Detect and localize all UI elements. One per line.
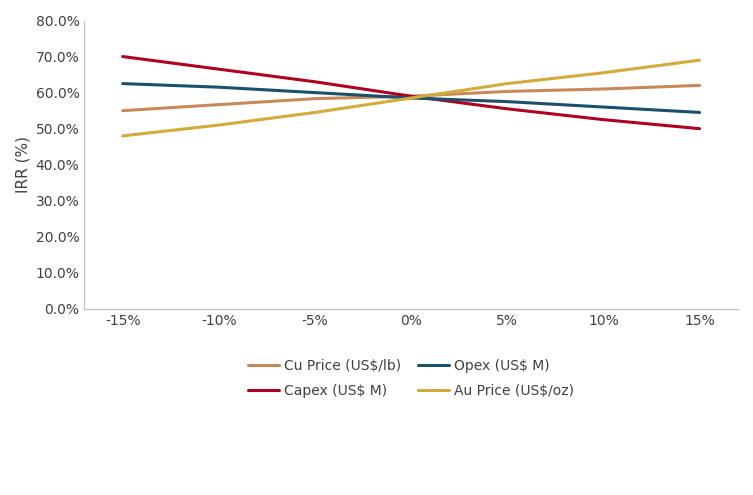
Capex (US$ M) — [310, 79, 319, 85]
Line: Opex (US$ M): Opex (US$ M) — [123, 84, 700, 112]
Capex (US$ M) — [599, 117, 608, 123]
Cu Price (US$/lb) — [310, 96, 319, 101]
Opex (US$ M) — [118, 81, 127, 87]
Opex (US$ M) — [407, 95, 416, 101]
Opex (US$ M) — [599, 104, 608, 110]
Au Price (US$/oz) — [695, 57, 704, 63]
Au Price (US$/oz) — [118, 133, 127, 139]
Line: Capex (US$ M): Capex (US$ M) — [123, 56, 700, 129]
Cu Price (US$/lb) — [503, 89, 512, 95]
Au Price (US$/oz) — [599, 70, 608, 76]
Cu Price (US$/lb) — [695, 83, 704, 89]
Line: Au Price (US$/oz): Au Price (US$/oz) — [123, 60, 700, 136]
Opex (US$ M) — [215, 84, 224, 90]
Opex (US$ M) — [310, 90, 319, 96]
Capex (US$ M) — [215, 66, 224, 72]
Capex (US$ M) — [118, 53, 127, 59]
Capex (US$ M) — [503, 106, 512, 112]
Au Price (US$/oz) — [503, 81, 512, 87]
Opex (US$ M) — [695, 109, 704, 115]
Opex (US$ M) — [503, 99, 512, 104]
Au Price (US$/oz) — [215, 122, 224, 128]
Cu Price (US$/lb) — [215, 101, 224, 107]
Capex (US$ M) — [407, 93, 416, 99]
Au Price (US$/oz) — [407, 95, 416, 101]
Line: Cu Price (US$/lb): Cu Price (US$/lb) — [123, 86, 700, 111]
Cu Price (US$/lb) — [118, 108, 127, 114]
Y-axis label: IRR (%): IRR (%) — [15, 136, 30, 193]
Au Price (US$/oz) — [310, 109, 319, 115]
Capex (US$ M) — [695, 126, 704, 132]
Legend: Cu Price (US$/lb), Capex (US$ M), Opex (US$ M), Au Price (US$/oz): Cu Price (US$/lb), Capex (US$ M), Opex (… — [242, 353, 580, 403]
Cu Price (US$/lb) — [407, 93, 416, 99]
Cu Price (US$/lb) — [599, 86, 608, 92]
